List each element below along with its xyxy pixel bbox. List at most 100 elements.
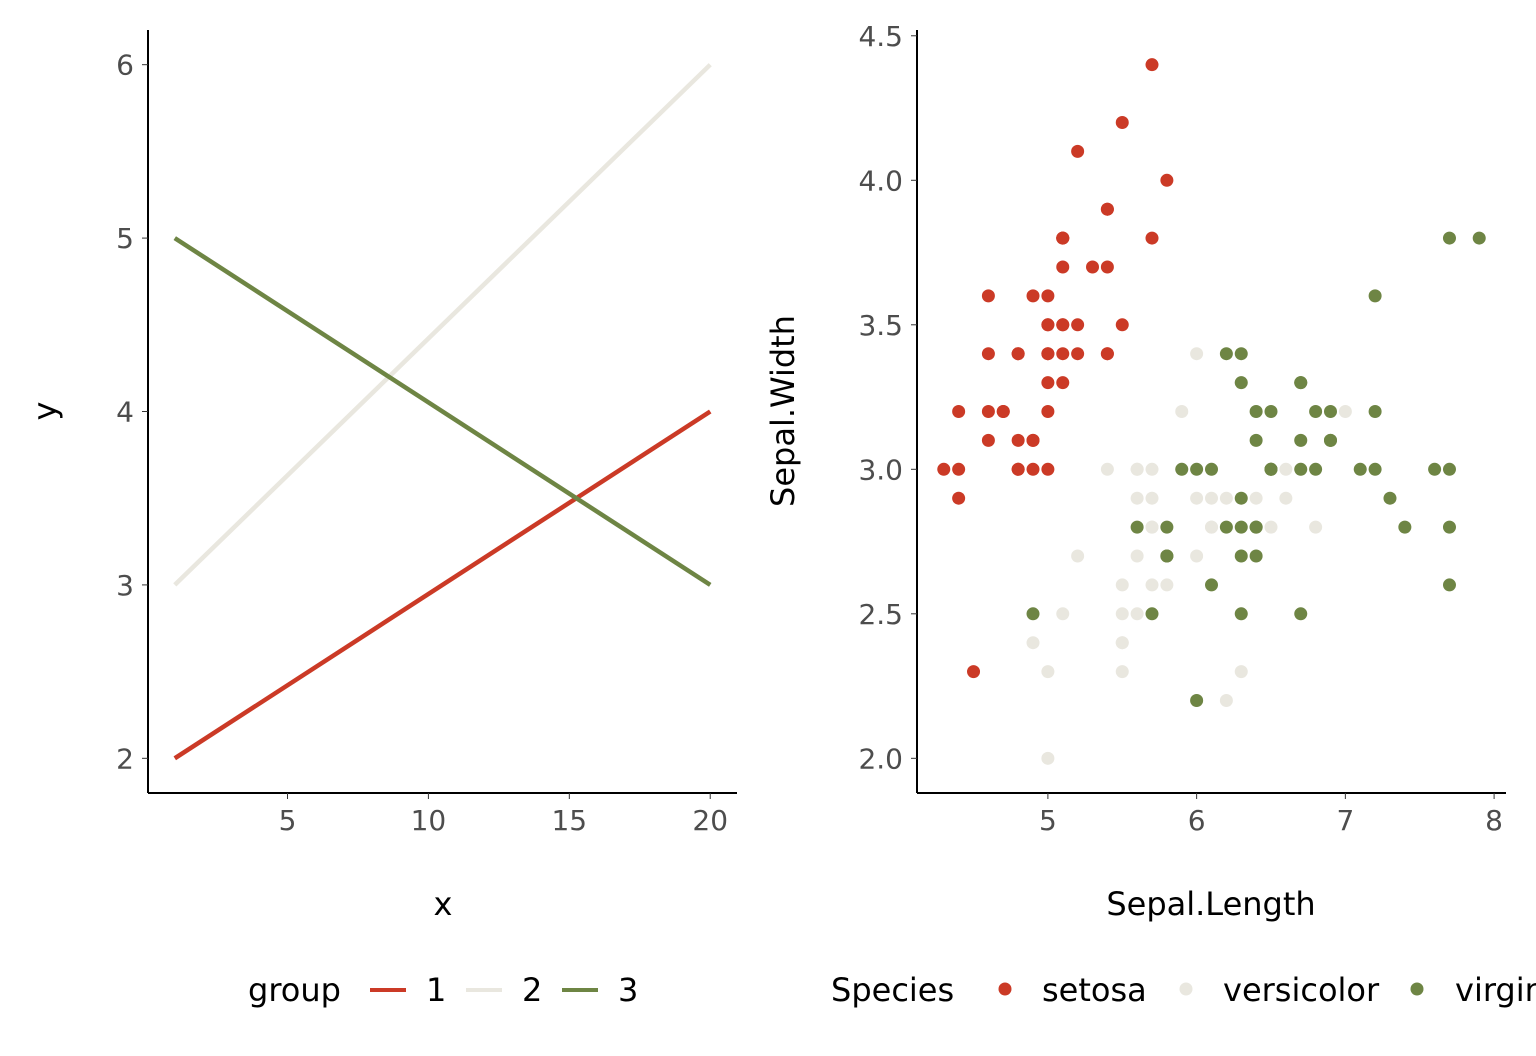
line-series-2 — [173, 63, 712, 587]
point-virginica — [1234, 491, 1248, 505]
point-setosa — [1071, 144, 1085, 158]
point-virginica — [1130, 520, 1144, 534]
point-setosa — [1086, 260, 1100, 274]
point-virginica — [1368, 462, 1382, 476]
legend: Species setosa versicolor virginica — [831, 971, 1536, 1009]
point-versicolor — [1279, 491, 1293, 505]
point-virginica — [1249, 405, 1263, 418]
point-versicolor — [1190, 491, 1204, 505]
point-virginica — [1190, 462, 1204, 476]
x-tick-label: 7 — [1336, 804, 1354, 837]
y-tick-label: 5 — [116, 222, 134, 255]
point-virginica — [1323, 433, 1337, 447]
point-virginica — [1190, 694, 1204, 708]
y-tick-label: 3 — [116, 569, 134, 602]
point-setosa — [981, 347, 995, 361]
point-virginica — [1294, 607, 1308, 621]
point-virginica — [1205, 462, 1218, 476]
point-virginica — [1234, 607, 1248, 621]
y-tick-label: 2.5 — [858, 598, 903, 631]
point-virginica — [1294, 433, 1308, 447]
y-tick-label: 2 — [116, 742, 134, 775]
point-virginica — [1294, 376, 1308, 390]
point-setosa — [981, 289, 995, 303]
line-series-1 — [173, 409, 712, 761]
point-virginica — [1219, 347, 1233, 361]
point-virginica — [1205, 578, 1218, 592]
point-versicolor — [1115, 578, 1129, 592]
point-virginica — [1309, 462, 1323, 476]
point-virginica — [1219, 520, 1233, 534]
point-versicolor — [1130, 607, 1144, 621]
point-versicolor — [1145, 462, 1159, 476]
point-setosa — [1160, 173, 1174, 187]
point-setosa — [981, 405, 995, 418]
point-setosa — [1071, 347, 1085, 361]
point-setosa — [1056, 347, 1070, 361]
point-virginica — [1234, 549, 1248, 563]
point-setosa — [1041, 347, 1055, 361]
point-setosa — [1041, 318, 1055, 332]
point-virginica — [1442, 462, 1456, 476]
point-setosa — [1115, 115, 1129, 129]
point-setosa — [1041, 289, 1055, 303]
point-versicolor — [1130, 491, 1144, 505]
point-virginica — [1175, 462, 1189, 476]
point-virginica — [1294, 462, 1308, 476]
point-setosa — [1071, 318, 1085, 332]
point-virginica — [1353, 462, 1367, 476]
point-virginica — [1472, 231, 1486, 245]
point-virginica — [1428, 462, 1442, 476]
point-setosa — [1026, 462, 1040, 476]
x-tick-label: 6 — [1188, 804, 1206, 837]
point-virginica — [1442, 520, 1456, 534]
point-versicolor — [1145, 491, 1159, 505]
point-versicolor — [1264, 520, 1278, 534]
point-versicolor — [1249, 491, 1263, 505]
point-setosa — [952, 491, 966, 505]
point-setosa — [1056, 376, 1070, 390]
point-setosa — [967, 665, 981, 679]
line-series-3 — [173, 236, 712, 587]
y-tick-label: 6 — [116, 49, 134, 82]
point-setosa — [1145, 231, 1159, 245]
point-versicolor — [1219, 491, 1233, 505]
point-setosa — [1041, 405, 1055, 418]
point-versicolor — [1041, 751, 1055, 765]
point-versicolor — [1115, 636, 1129, 650]
point-virginica — [1264, 462, 1278, 476]
point-setosa — [1056, 318, 1070, 332]
y-tick-label: 2.0 — [858, 742, 903, 775]
point-versicolor — [1205, 491, 1218, 505]
point-setosa — [1100, 202, 1114, 216]
point-setosa — [1056, 260, 1070, 274]
legend-label-setosa: setosa — [1042, 971, 1147, 1009]
legend-label-1: 1 — [426, 971, 446, 1009]
point-virginica — [1368, 405, 1382, 418]
legend-key-setosa — [998, 982, 1012, 996]
y-axis-title: Sepal.Width — [764, 315, 802, 507]
legend-label-versicolor: versicolor — [1223, 971, 1380, 1009]
x-tick-label: 15 — [551, 804, 587, 837]
y-tick-label: 3.0 — [858, 453, 903, 486]
point-virginica — [1160, 549, 1174, 563]
point-virginica — [1026, 607, 1040, 621]
x-tick-label: 5 — [279, 804, 297, 837]
legend-title: Species — [831, 971, 954, 1009]
legend-key-versicolor — [1179, 982, 1193, 996]
point-versicolor — [1130, 549, 1144, 563]
legend-label-3: 3 — [618, 971, 638, 1009]
point-virginica — [1442, 231, 1456, 245]
point-versicolor — [1041, 665, 1055, 679]
x-tick-label: 20 — [692, 804, 728, 837]
point-versicolor — [1175, 405, 1189, 418]
point-setosa — [1115, 318, 1129, 332]
point-versicolor — [1219, 694, 1233, 708]
point-setosa — [981, 433, 995, 447]
point-versicolor — [1115, 665, 1129, 679]
point-setosa — [996, 405, 1010, 418]
point-versicolor — [1190, 549, 1204, 563]
point-versicolor — [1026, 636, 1040, 650]
point-versicolor — [1338, 405, 1352, 418]
point-versicolor — [1100, 462, 1114, 476]
